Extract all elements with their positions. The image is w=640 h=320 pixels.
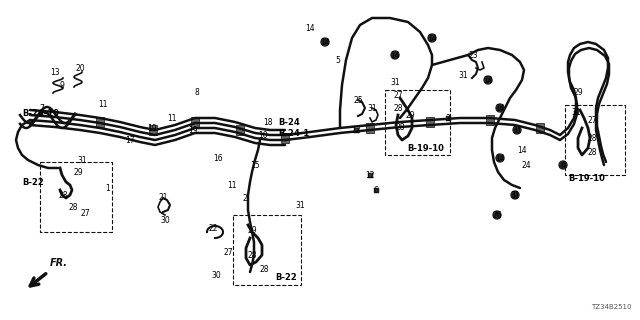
Text: 31: 31	[458, 70, 468, 79]
Text: 28: 28	[393, 103, 403, 113]
Text: 6: 6	[374, 186, 378, 195]
Text: 28: 28	[259, 266, 269, 275]
Text: B-24-10: B-24-10	[22, 108, 59, 117]
Circle shape	[428, 34, 436, 42]
Text: 5: 5	[335, 55, 340, 65]
Text: 29: 29	[405, 110, 415, 119]
Text: 16: 16	[213, 154, 223, 163]
Bar	[96, 117, 104, 127]
Circle shape	[391, 51, 399, 59]
Bar	[445, 116, 451, 121]
Circle shape	[511, 191, 519, 199]
Text: 14: 14	[320, 37, 330, 46]
Text: 31: 31	[510, 190, 520, 199]
Text: 10: 10	[258, 131, 268, 140]
Text: 31: 31	[571, 108, 581, 116]
Text: 27: 27	[393, 91, 403, 100]
Bar	[40, 162, 112, 232]
Circle shape	[321, 38, 329, 46]
Text: 12: 12	[351, 125, 361, 134]
Text: 31: 31	[390, 77, 400, 86]
Text: 27: 27	[80, 209, 90, 218]
Text: 29: 29	[573, 87, 583, 97]
Text: 11: 11	[167, 114, 177, 123]
Text: 25: 25	[353, 95, 363, 105]
Bar	[366, 123, 374, 133]
Text: 8: 8	[195, 87, 200, 97]
Text: 14: 14	[495, 103, 505, 113]
Bar	[486, 115, 494, 125]
Bar	[353, 127, 358, 132]
Text: B-19-10: B-19-10	[407, 143, 444, 153]
Text: 4: 4	[561, 161, 565, 170]
Text: 14: 14	[517, 146, 527, 155]
Text: 14: 14	[390, 51, 400, 60]
Text: 27: 27	[223, 247, 233, 257]
Text: 28: 28	[588, 148, 596, 156]
Text: 29: 29	[73, 167, 83, 177]
Text: 14: 14	[483, 76, 493, 84]
Bar	[426, 117, 434, 127]
Bar	[149, 125, 157, 135]
Text: 14: 14	[427, 34, 437, 43]
Circle shape	[559, 161, 567, 169]
Text: 15: 15	[250, 161, 260, 170]
Bar	[385, 90, 450, 155]
Text: 28: 28	[58, 190, 68, 199]
Circle shape	[484, 76, 492, 84]
Text: 28: 28	[396, 123, 404, 132]
Text: 11: 11	[227, 180, 237, 189]
Text: 19: 19	[147, 124, 157, 132]
Text: 27: 27	[587, 116, 597, 124]
Circle shape	[513, 126, 521, 134]
Text: B-24: B-24	[278, 117, 300, 126]
Text: 13: 13	[50, 68, 60, 76]
Text: 22: 22	[208, 223, 218, 233]
Bar	[236, 125, 244, 135]
Bar	[233, 215, 301, 285]
Bar	[281, 133, 289, 143]
Text: 12: 12	[365, 171, 375, 180]
Text: 31: 31	[512, 125, 522, 134]
Bar	[536, 123, 544, 133]
Text: B-24-1: B-24-1	[278, 129, 309, 138]
Bar	[374, 188, 378, 193]
Text: 20: 20	[75, 63, 85, 73]
Text: 21: 21	[158, 193, 168, 202]
Text: FR.: FR.	[50, 258, 68, 268]
Circle shape	[496, 154, 504, 162]
Bar	[367, 172, 372, 178]
Text: 28: 28	[68, 203, 77, 212]
Text: 28: 28	[588, 133, 596, 142]
Text: 17: 17	[125, 135, 135, 145]
Text: 19: 19	[188, 125, 198, 134]
Text: 26: 26	[492, 211, 502, 220]
Text: B-22: B-22	[22, 178, 44, 187]
Bar	[565, 105, 625, 175]
Text: 31: 31	[77, 156, 87, 164]
Text: 18: 18	[263, 117, 273, 126]
Text: 29: 29	[247, 226, 257, 235]
Text: 7: 7	[40, 103, 44, 113]
Text: 14: 14	[495, 154, 505, 163]
Text: TZ34B2510: TZ34B2510	[591, 304, 632, 310]
Text: 14: 14	[305, 23, 315, 33]
Circle shape	[496, 104, 504, 112]
Text: 31: 31	[367, 103, 377, 113]
Text: 31: 31	[295, 201, 305, 210]
Bar	[191, 117, 199, 127]
Text: 23: 23	[468, 51, 478, 60]
Circle shape	[493, 211, 501, 219]
Text: 28: 28	[247, 251, 257, 260]
Text: 9: 9	[60, 81, 65, 90]
Text: 24: 24	[521, 161, 531, 170]
Text: 3: 3	[445, 114, 451, 123]
Text: 30: 30	[211, 270, 221, 279]
Text: 1: 1	[106, 183, 110, 193]
Text: B-19-10: B-19-10	[568, 173, 605, 182]
Text: 11: 11	[99, 100, 108, 108]
Text: 30: 30	[160, 215, 170, 225]
Text: 2: 2	[243, 194, 248, 203]
Text: B-22: B-22	[275, 273, 297, 282]
